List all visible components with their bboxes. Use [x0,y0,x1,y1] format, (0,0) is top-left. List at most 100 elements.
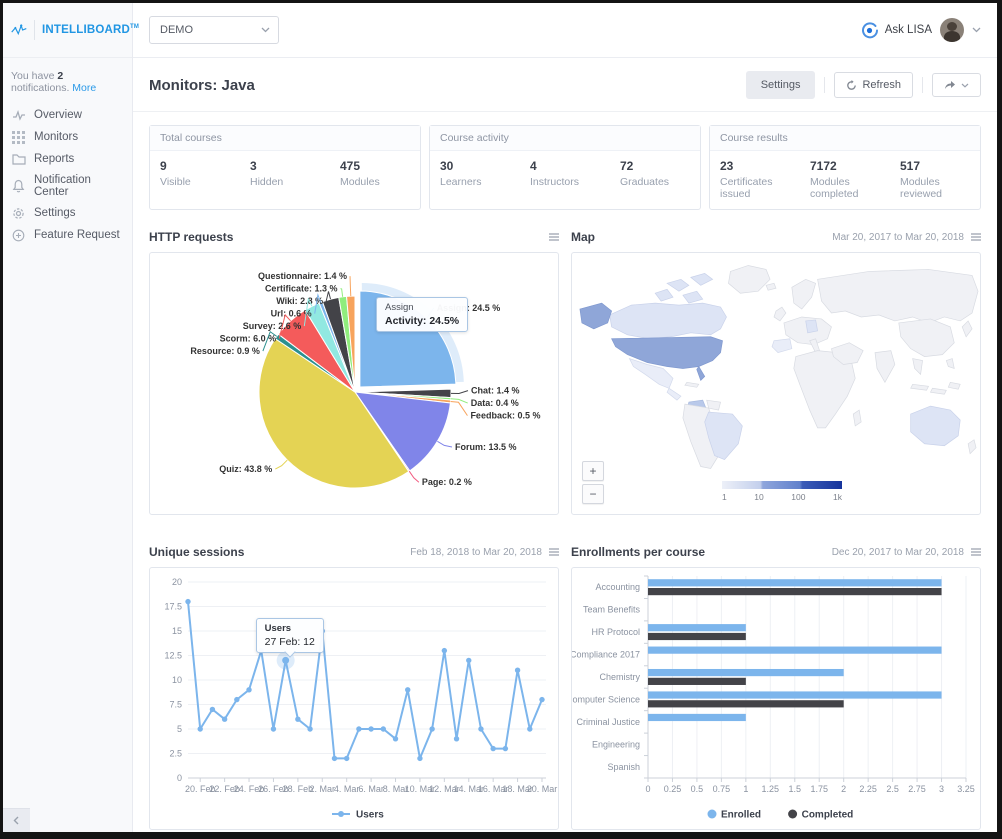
legend-enrolled[interactable]: Enrolled [721,810,761,821]
map-zoom-out-button[interactable]: − [582,484,604,504]
map-color-scale: 1 10 100 1k [722,481,842,502]
data-point [295,716,301,722]
bar-enrolled[interactable] [648,646,942,654]
bar-enrolled[interactable] [648,579,942,587]
asia-russia [817,269,979,324]
legend-users[interactable]: Users [356,810,384,821]
map-title: Map [571,230,595,244]
account-select[interactable]: DEMO [149,16,279,44]
x-axis-tick: 14. Mar [454,784,485,794]
enrollments-panel: 0 0.25 0.5 0.75 1 1.25 1.5 1.75 2 2.25 2.5 2.75 3 3.2… [571,567,981,830]
data-point [307,726,313,732]
chart-menu-icon[interactable] [549,548,559,556]
country-united-kingdom [773,306,787,322]
data-point [331,755,338,762]
country-canada [609,302,727,340]
stat-value: 3 [250,159,257,173]
refresh-button[interactable]: Refresh [834,72,913,98]
country-iceland [765,282,777,291]
world-map[interactable] [572,253,980,478]
sidebar-item-settings[interactable]: Settings [3,202,132,224]
category-label: Computer Science [572,694,640,704]
sidebar-item-label: Feature Request [34,229,120,241]
notification-more-link[interactable]: More [72,82,97,94]
x-axis-tick: 2. Mar [310,784,336,794]
pie-label-page: Page: 0.2 % [422,477,472,487]
country-india [874,350,896,384]
x-axis-tick: 0.25 [664,784,682,794]
bar-completed[interactable] [648,632,746,641]
bar-enrolled[interactable] [648,624,746,632]
stat-card-total-courses: Total courses 9 Visible 3 Hidden 475 Modules [149,125,421,210]
data-point [368,726,374,732]
country-united-states-florida [696,365,706,381]
page-title: Monitors: Java [149,76,255,94]
country-indonesia [910,383,930,391]
category-label: Accounting [595,582,640,592]
x-axis-tick: 0.5 [691,784,704,794]
export-button[interactable] [932,73,981,97]
bar-enrolled[interactable] [648,713,746,722]
x-axis-tick: 12. Mar [429,784,460,794]
sidebar-item-label: Monitors [34,131,79,143]
stat-label: Modules reviewed [900,176,943,200]
sidebar-item-overview[interactable]: Overview [3,104,132,126]
bar-enrolled[interactable] [648,668,844,677]
ask-lisa-button[interactable]: Ask LISA [860,21,932,40]
user-avatar[interactable] [940,18,964,42]
sidebar-item-notification-center[interactable]: Notification Center [3,170,132,202]
pie-label-data: Data: 0.4 % [471,398,519,408]
sidebar-item-feature-request[interactable]: Feature Request [3,224,132,246]
stat-learners: 30 Learners [430,151,520,197]
pie-label-scorm: Scorm: 6.0 % [220,334,277,344]
country-madagascar [852,409,862,427]
logo[interactable]: INTELLIBOARDTM [3,3,139,58]
map-zoom-in-button[interactable]: + [582,461,604,481]
pie-slice-forum[interactable] [353,391,451,472]
stat-modules-completed: 7172 Modules completed [800,151,890,209]
stat-visible: 9 Visible [150,151,240,197]
data-point [380,726,387,732]
map-panel: + − 1 10 100 1k [571,252,981,515]
legend-completed[interactable]: Completed [802,810,854,821]
bar-completed[interactable] [648,677,746,685]
y-axis-tick: 17.5 [164,602,182,612]
stat-value: 4 [530,159,537,173]
stat-cards-row: Total courses 9 Visible 3 Hidden 475 Modules Co… [149,125,981,210]
y-axis-tick: 0 [177,773,182,783]
chart-menu-icon[interactable] [549,233,559,241]
bar-completed[interactable] [648,700,844,708]
chart-menu-icon[interactable] [971,233,981,241]
sidebar-item-monitors[interactable]: Monitors [3,126,132,148]
data-point [539,696,545,703]
stat-value: 23 [720,159,734,173]
plus-circle-icon [12,228,26,242]
dashboard-content: Total courses 9 Visible 3 Hidden 475 Modules Co… [133,112,997,832]
settings-button[interactable]: Settings [745,71,816,99]
pie-slice-quiz[interactable] [258,337,410,489]
sidebar-nav: Overview Monitors Reports Notification Cent… [3,104,132,246]
grid-icon [12,130,26,144]
stat-value: 72 [620,159,634,173]
share-arrow-icon [945,81,955,89]
sidebar-collapse-button[interactable] [3,808,30,832]
bar-completed[interactable] [648,588,942,596]
separator [922,77,923,93]
pie-label-chat: Chat: 1.4 % [471,386,520,396]
chart-menu-icon[interactable] [971,548,981,556]
charts-row-2: Unique sessions Feb 18, 2018 to Mar 20, … [149,519,981,830]
trademark: TM [130,24,140,31]
x-axis-tick: 2.75 [908,784,926,794]
country-china [898,318,955,357]
category-label: Criminal Justice [576,717,640,727]
stat-value: 517 [900,159,921,173]
data-point [441,647,448,654]
chevron-down-icon[interactable] [972,27,981,33]
http-requests-panel: Assign: 24.5 % Chat: 1.4 % Data: 0.4 % Feed… [149,252,559,515]
pie-label-survey: Survey: 2.6 % [243,321,302,331]
country-cuba [684,381,700,388]
data-point [405,687,411,693]
sidebar-item-reports[interactable]: Reports [3,148,132,170]
bar-enrolled[interactable] [648,691,942,699]
